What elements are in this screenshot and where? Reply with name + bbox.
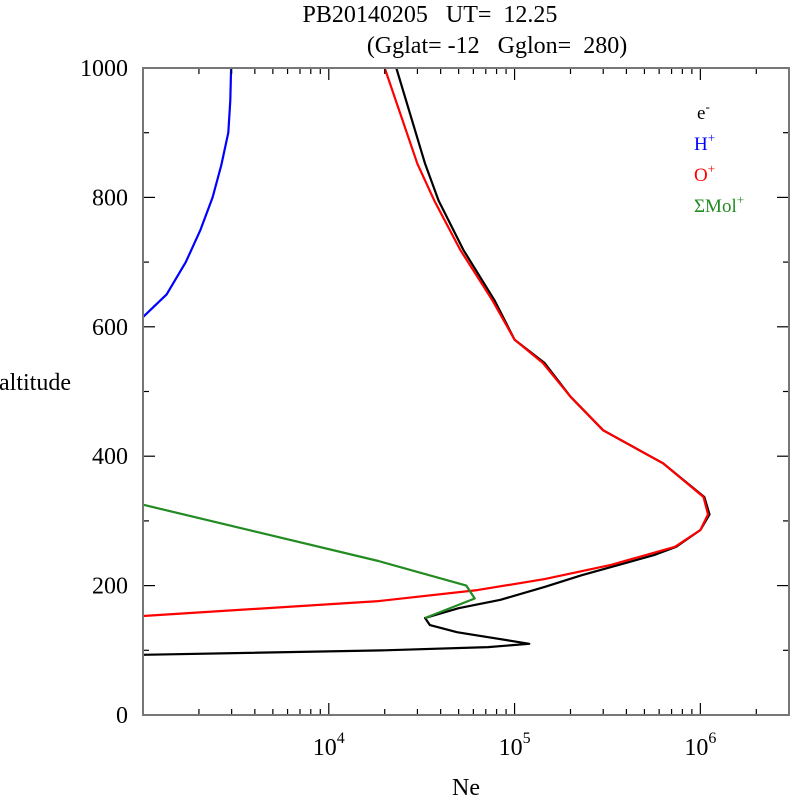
legend-label: O	[694, 165, 708, 186]
x-tick-exponent: 5	[523, 730, 531, 747]
legend-superscript: +	[737, 192, 744, 207]
legend-label: ΣMol	[694, 196, 737, 217]
y-tick-label: 200	[92, 574, 128, 600]
x-tick-exponent: 4	[337, 730, 345, 747]
x-tick-label: 106	[684, 730, 716, 761]
legend-entry-mol-plus: ΣMol+	[694, 192, 744, 217]
y-tick-label: 1000	[80, 56, 128, 82]
legend-entry-o-plus: O+	[694, 161, 715, 186]
legend-superscript: -	[705, 99, 709, 114]
plot-frame	[142, 67, 790, 716]
y-tick-label: 800	[92, 185, 128, 211]
legend-label: H	[694, 134, 708, 155]
x-tick-base: 10	[684, 735, 708, 761]
x-axis-label: Ne	[452, 775, 480, 796]
legend-entry-h-plus: H+	[694, 130, 715, 155]
chart-title-line2: (Gglat= -12 Gglon= 280)	[367, 33, 627, 59]
legend: e-H+O+ΣMol+	[694, 99, 744, 217]
series-line-electron	[142, 67, 711, 656]
legend-entry-electron: e-	[697, 99, 710, 124]
legend-label: e	[697, 103, 705, 124]
x-tick-label: 104	[313, 730, 345, 761]
axis-ticks	[143, 68, 789, 715]
x-tick-base: 10	[499, 735, 523, 761]
chart-title-line1: PB20140205 UT= 12.25	[303, 2, 558, 28]
y-tick-label: 400	[92, 444, 128, 470]
y-tick-label: 0	[116, 703, 128, 729]
legend-superscript: +	[708, 130, 715, 145]
x-tick-labels: 104 105 106	[313, 730, 717, 761]
y-tick-label: 600	[92, 315, 128, 341]
y-axis-label: altitude	[0, 370, 71, 396]
plot-lines	[142, 67, 711, 656]
x-tick-label: 105	[499, 730, 531, 761]
x-tick-base: 10	[313, 735, 337, 761]
y-tick-labels: 0 200 400 600 800 1000	[80, 56, 128, 729]
x-tick-exponent: 6	[708, 730, 716, 747]
legend-superscript: +	[708, 161, 715, 176]
series-line-o-plus	[142, 67, 710, 618]
series-line-mol-plus	[142, 503, 476, 620]
series-line-h-plus	[142, 67, 233, 318]
